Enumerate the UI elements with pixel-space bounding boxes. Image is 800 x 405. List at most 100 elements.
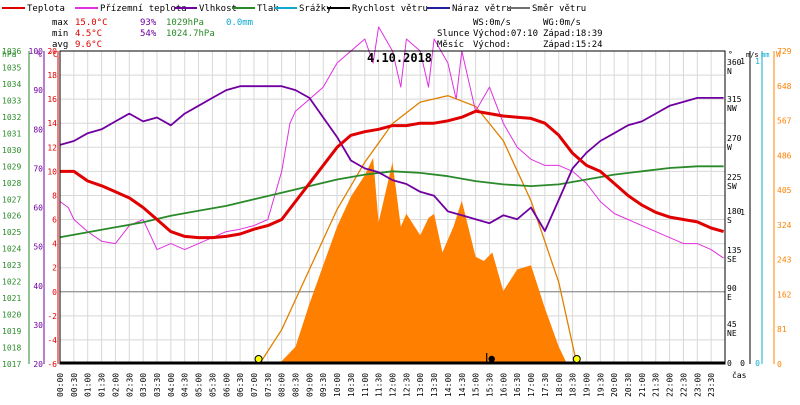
pressure-tick-label: 1035 xyxy=(2,63,21,72)
x-tick-label: 07:30 xyxy=(264,373,273,397)
wind-direction-tick-label: 270 xyxy=(727,134,742,143)
legend-label: Teplota xyxy=(27,4,65,14)
x-tick-label: 19:00 xyxy=(582,373,591,397)
x-tick-label: 03:30 xyxy=(153,373,162,397)
wind-direction-tick-label: 360 xyxy=(727,58,742,67)
temperature-tick-label: 2 xyxy=(52,264,57,273)
wind-direction-tick-label: 90 xyxy=(727,284,737,293)
stats-humidity: 93% xyxy=(140,18,157,28)
x-tick-label: 13:30 xyxy=(430,373,439,397)
x-tick-label: 20:00 xyxy=(610,373,619,397)
x-tick-label: 17:30 xyxy=(541,373,550,397)
x-tick-label: 05:00 xyxy=(195,373,204,397)
stats-row-label: avg xyxy=(52,40,68,50)
radiation-tick-label: 729 xyxy=(777,47,792,56)
x-tick-label: 09:30 xyxy=(319,373,328,397)
radiation-tick-label: 243 xyxy=(777,256,792,265)
pressure-tick-label: 1020 xyxy=(2,311,21,320)
pressure-tick-label: 1017 xyxy=(2,360,21,369)
wind-direction-tick-label: SW xyxy=(727,182,737,191)
x-tick-label: 18:00 xyxy=(555,373,564,397)
pressure-tick-label: 1028 xyxy=(2,179,21,188)
pressure-tick-label: 1025 xyxy=(2,228,21,237)
solar-radiation-area xyxy=(258,95,578,365)
x-tick-label: 01:00 xyxy=(84,373,93,397)
x-tick-label: 21:00 xyxy=(638,373,647,397)
moon-label: Měsíc xyxy=(437,40,464,50)
humidity-tick-label: 20 xyxy=(33,360,43,369)
pressure-tick-label: 1031 xyxy=(2,129,21,138)
stats-rain: 0.0mm xyxy=(226,18,253,28)
x-tick-label: 17:00 xyxy=(527,373,536,397)
x-tick-label: 22:00 xyxy=(666,373,675,397)
x-axis-label: čas xyxy=(732,370,747,380)
pressure-tick-label: 1019 xyxy=(2,327,21,336)
x-tick-label: 09:00 xyxy=(305,373,314,397)
radiation-tick-label: 405 xyxy=(777,186,792,195)
pressure-tick-label: 1022 xyxy=(2,278,21,287)
pressure-tick-label: 1027 xyxy=(2,195,21,204)
wind-direction-tick-label: NE xyxy=(727,329,737,338)
x-tick-label: 15:30 xyxy=(485,373,494,397)
temperature-tick-label: 20 xyxy=(47,47,57,56)
legend-label: Přízemní teplota xyxy=(100,4,187,14)
series-line-vlhkost xyxy=(59,85,724,232)
radiation-tick-label: 162 xyxy=(777,290,792,299)
pressure-tick-label: 1029 xyxy=(2,162,21,171)
series-line-tlak xyxy=(59,165,724,239)
pressure-tick-label: 1032 xyxy=(2,113,21,122)
stats-humidity: 54% xyxy=(140,29,157,39)
x-tick-label: 10:00 xyxy=(333,373,342,397)
humidity-tick-label: 70 xyxy=(33,164,43,173)
wind-direction-tick-label: E xyxy=(727,293,732,302)
x-tick-label: 07:00 xyxy=(250,373,259,397)
x-tick-label: 00:00 xyxy=(56,373,65,397)
wind-direction-tick-label: N xyxy=(727,67,732,76)
stats-pressure: 1029hPa xyxy=(166,18,204,28)
x-tick-label: 20:30 xyxy=(624,373,633,397)
wind-speed-tick-label: 1 xyxy=(740,208,745,217)
humidity-tick-label: 50 xyxy=(33,243,43,252)
humidity-tick-label: 80 xyxy=(33,125,43,134)
axis-header-ms: m/s xyxy=(746,51,759,59)
wind-direction-tick-label: 45 xyxy=(727,320,737,329)
radiation-tick-label: 0 xyxy=(777,360,782,369)
chart-title: 4.10.2018 xyxy=(367,51,432,65)
stats-pressure: 1024.7hPa xyxy=(166,29,215,39)
humidity-tick-label: 100 xyxy=(29,47,44,56)
radiation-tick-label: 324 xyxy=(777,221,792,230)
chart-header: Teplota Přízemní teplota Vlhkost Tlak Srážky… xyxy=(2,4,603,65)
legend-label: Směr větru xyxy=(532,4,586,14)
legend-label: Náraz větru xyxy=(452,4,512,14)
x-tick-label: 13:00 xyxy=(416,373,425,397)
wind-speed-tick-label: 0 xyxy=(740,359,745,368)
axis-header-mm: mm xyxy=(761,51,769,59)
x-tick-label: 23:00 xyxy=(693,373,702,397)
pressure-tick-label: 1024 xyxy=(2,245,21,254)
x-tick-label: 06:30 xyxy=(236,373,245,397)
moonset-marker xyxy=(488,355,495,363)
temperature-tick-label: 8 xyxy=(52,191,57,200)
plot-frame xyxy=(59,50,726,365)
x-tick-label: 22:30 xyxy=(679,373,688,397)
x-tick-label: 12:00 xyxy=(389,373,398,397)
pressure-tick-label: 1034 xyxy=(2,80,21,89)
wind-speed-tick-label: 1 xyxy=(740,57,745,66)
wind-direction-tick-label: 225 xyxy=(727,173,742,182)
legend-label: Vlhkost xyxy=(199,4,237,14)
rain-tick-label: 0 xyxy=(755,359,760,368)
temperature-tick-label: 16 xyxy=(47,95,57,104)
sunrise-marker xyxy=(254,355,263,363)
radiation-tick-label: 81 xyxy=(777,325,787,334)
axis-header-degc: °C xyxy=(48,50,58,59)
x-tick-label: 11:00 xyxy=(361,373,370,397)
x-tick-label: 08:00 xyxy=(278,373,287,397)
stats-temp: 15.0°C xyxy=(75,18,108,28)
x-tick-label: 15:00 xyxy=(472,373,481,397)
legend-label: Rychlost větru xyxy=(352,4,428,14)
temperature-tick-label: 4 xyxy=(52,240,57,249)
pressure-tick-label: 1033 xyxy=(2,96,21,105)
pressure-tick-label: 1018 xyxy=(2,344,21,353)
